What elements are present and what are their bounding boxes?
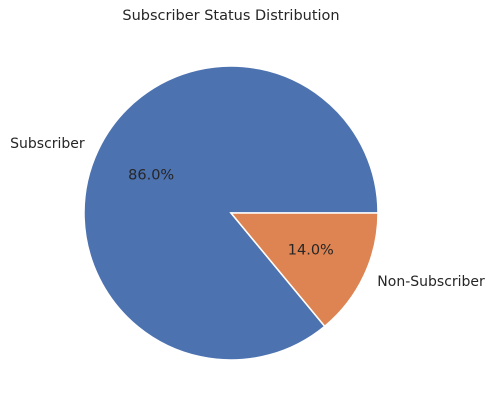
category-label: Non-Subscriber <box>377 274 485 290</box>
chart-title: Subscriber Status Distribution <box>122 8 340 24</box>
category-label: Subscriber <box>10 136 85 152</box>
percent-label: 86.0% <box>128 167 174 183</box>
pie-labels: Subscriber 86.0% Non-Subscriber 14.0% <box>10 136 485 290</box>
pie-slice-non-subscriber <box>229 212 379 328</box>
percent-label: 14.0% <box>288 243 334 259</box>
pie-slices <box>83 65 379 361</box>
